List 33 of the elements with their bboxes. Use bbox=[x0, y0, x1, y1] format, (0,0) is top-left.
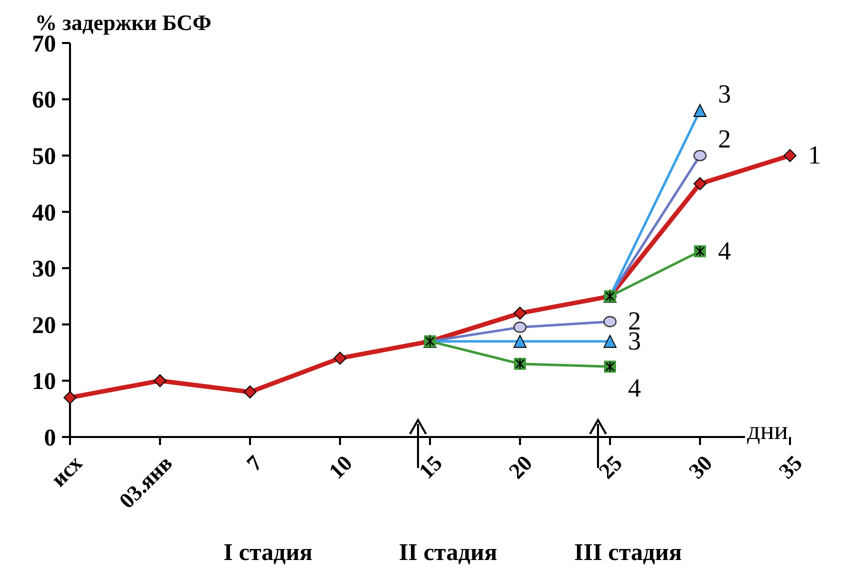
y-tick-label: 20 bbox=[32, 312, 56, 339]
x-tick-label: 30 bbox=[684, 450, 717, 484]
point bbox=[334, 352, 346, 365]
y-tick-label: 40 bbox=[32, 200, 56, 226]
series-label: 3 bbox=[718, 80, 731, 109]
point bbox=[244, 385, 256, 398]
x-tick-label: 25 bbox=[594, 450, 627, 484]
x-axis-title: дни bbox=[747, 416, 788, 445]
text: III стадия bbox=[574, 540, 682, 566]
x-tick-label: 15 bbox=[414, 450, 447, 484]
point bbox=[784, 149, 796, 162]
x-tick-label: 20 bbox=[504, 450, 537, 484]
text: II стадия bbox=[398, 540, 498, 566]
y-tick-label: 30 bbox=[32, 256, 56, 283]
point bbox=[514, 306, 526, 320]
point bbox=[154, 374, 166, 388]
series-label: 2 bbox=[718, 124, 731, 154]
series-label: 4 bbox=[718, 236, 731, 266]
y-tick-label: 50 bbox=[32, 144, 56, 170]
series-label: 1 bbox=[808, 140, 821, 170]
series-label: 4 bbox=[628, 374, 641, 403]
point bbox=[604, 334, 616, 348]
x-tick-label: 35 bbox=[774, 450, 807, 484]
text: I стадия bbox=[223, 540, 313, 566]
y-tick-label: 60 bbox=[32, 88, 56, 114]
point bbox=[64, 391, 76, 404]
y-tick-label: 0 bbox=[44, 425, 56, 452]
x-tick-label: 10 bbox=[324, 450, 357, 484]
x-tick-label: 7 bbox=[242, 450, 267, 476]
x-tick-label: исх bbox=[46, 450, 87, 492]
point bbox=[694, 177, 706, 190]
point bbox=[514, 334, 526, 348]
y-tick-label: 10 bbox=[32, 369, 56, 396]
